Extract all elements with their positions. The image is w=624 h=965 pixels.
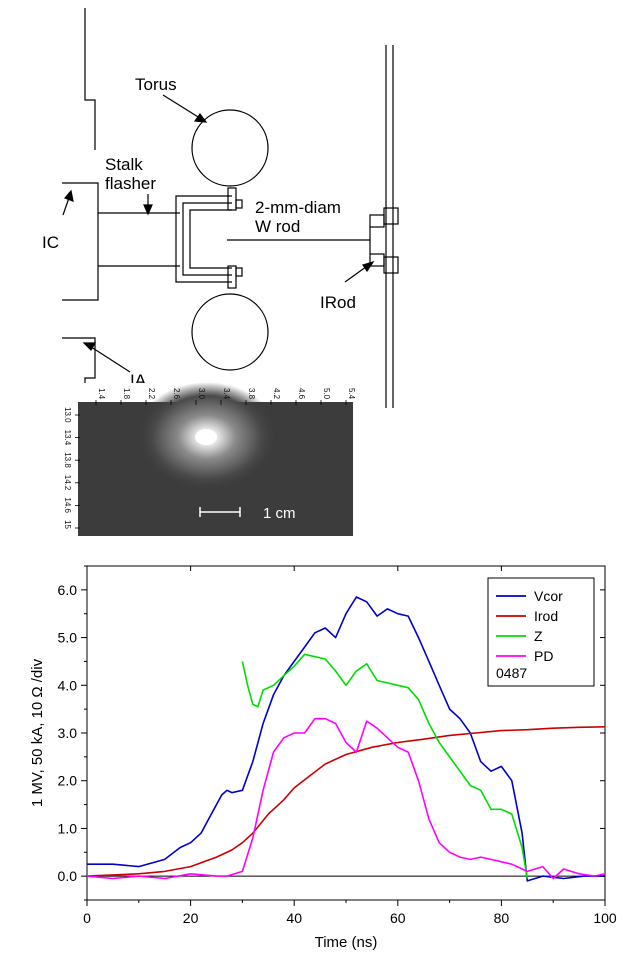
ruler-top-label: 3.4 [222, 388, 231, 400]
irod-arrow-head [362, 260, 375, 273]
ic-arrow-head [63, 189, 74, 202]
legend-label-vcor: Vcor [534, 588, 563, 604]
series-irod-line [86, 726, 606, 877]
y-tick-label: 6.0 [58, 582, 78, 598]
upper-electrode-outline [84, 8, 96, 150]
legend-box [487, 577, 595, 687]
ruler-left-label: 14.2 [63, 475, 72, 491]
x-tick-label: 60 [390, 910, 406, 926]
ruler-top-label: 1.8 [122, 388, 131, 400]
x-tick-label: 100 [593, 910, 617, 926]
ruler-top-label: 1.4 [97, 388, 106, 400]
rod-label-line2: W rod [255, 217, 300, 236]
torus-upper-circle [191, 109, 269, 187]
irod-monitor-upper [369, 214, 385, 228]
torus-lower-circle [191, 293, 269, 371]
torus-connector-lower [227, 265, 237, 289]
y-tick-label: 3.0 [58, 725, 78, 741]
y-axis-ticks: 0.0 1.0 2.0 3.0 4.0 5.0 6.0 [58, 565, 605, 901]
torus-clamp-upper [235, 199, 243, 209]
series-layer [86, 596, 606, 882]
x-axis-ticks: 0 20 40 60 80 100 [83, 566, 617, 926]
legend-note: 0487 [496, 665, 527, 681]
apparatus-diagram [62, 8, 399, 408]
ic-label: IC [42, 233, 59, 252]
ia-arrow-line [87, 344, 131, 373]
time-trace-chart: 0 20 40 60 80 100 0.0 1.0 2.0 3.0 4.0 5.0 6.0 Time … [29, 565, 617, 951]
ic-block-outline [62, 182, 99, 301]
irod-monitor-upper-outer [383, 207, 399, 225]
y-tick-label: 4.0 [58, 677, 78, 693]
flasher-frame-middle [182, 202, 232, 276]
ruler-top-label: 2.6 [172, 388, 181, 400]
legend-label-pd: PD [534, 648, 553, 664]
x-tick-label: 40 [286, 910, 302, 926]
ia-arrow-head [82, 342, 97, 351]
ruler-left-label: 15 [63, 520, 72, 529]
scale-bar-label: 1 cm [263, 505, 296, 522]
ruler-top-label: 3.8 [247, 388, 256, 400]
ruler-left-label: 13.4 [63, 430, 72, 446]
flasher-frame-inner [189, 209, 232, 269]
torus-arrow-head [193, 112, 208, 123]
ruler-top-label: 5.0 [322, 388, 331, 400]
rod-label-line1: 2-mm-diam [255, 198, 341, 217]
ruler-left-label: 13.8 [63, 452, 72, 468]
torus-label: Torus [135, 75, 177, 94]
legend-label-irod: Irod [534, 608, 558, 624]
ruler-top-label: 5.4 [347, 388, 356, 400]
y-tick-label: 1.0 [58, 820, 78, 836]
ruler-top-label: 4.6 [297, 388, 306, 400]
ruler-top-label: 2.2 [147, 388, 156, 400]
stalk-arrow-head [143, 204, 153, 216]
image-inset: 1.4 1.8 2.2 2.6 3.0 3.4 3.8 4.2 4.6 5.0 5.4 13.013… [60, 382, 356, 538]
flasher-label: flasher [105, 174, 156, 193]
diagram-arrows [62, 94, 375, 373]
ruler-left-label: 13.0 [63, 407, 72, 423]
ruler-top-label: 4.2 [272, 388, 281, 400]
ruler-top-label: 3.0 [197, 388, 206, 400]
legend-label-z: Z [534, 628, 543, 644]
chart-legend: Vcor Irod Z PD 0487 [487, 577, 595, 687]
x-tick-label: 80 [494, 910, 510, 926]
ruler-top: 1.4 1.8 2.2 2.6 3.0 3.4 3.8 4.2 4.6 5.0 5.4 [95, 388, 356, 405]
diagram-labels: Torus Stalk flasher 2-mm-diam W rod IC I… [42, 75, 356, 390]
emission-core [195, 429, 217, 445]
series-pd-line [86, 717, 606, 880]
irod-monitor-lower-outer [383, 256, 399, 274]
y-tick-label: 0.0 [58, 868, 78, 884]
scale-bar [199, 507, 241, 517]
torus-connector-upper [227, 187, 237, 211]
series-vcor-line [87, 596, 605, 882]
y-axis-label: 1 MV, 50 kA, 10 Ω /div [29, 658, 46, 807]
irod-label: IRod [320, 293, 356, 312]
torus-arrow-line [162, 94, 204, 121]
legend-items: Vcor Irod Z PD [496, 588, 563, 664]
torus-clamp-lower [235, 267, 243, 277]
stalk-label: Stalk [105, 155, 143, 174]
x-tick-label: 20 [183, 910, 199, 926]
x-axis-label: Time (ns) [315, 934, 378, 951]
ruler-left-label: 14.6 [63, 497, 72, 513]
ruler-left: 13.0 13.4 13.8 14.2 14.6 15 [63, 407, 80, 529]
y-tick-label: 2.0 [58, 773, 78, 789]
y-tick-label: 5.0 [58, 630, 78, 646]
series-z-line [241, 653, 529, 879]
flasher-frame-outer [175, 195, 232, 283]
x-tick-label: 0 [83, 910, 91, 926]
